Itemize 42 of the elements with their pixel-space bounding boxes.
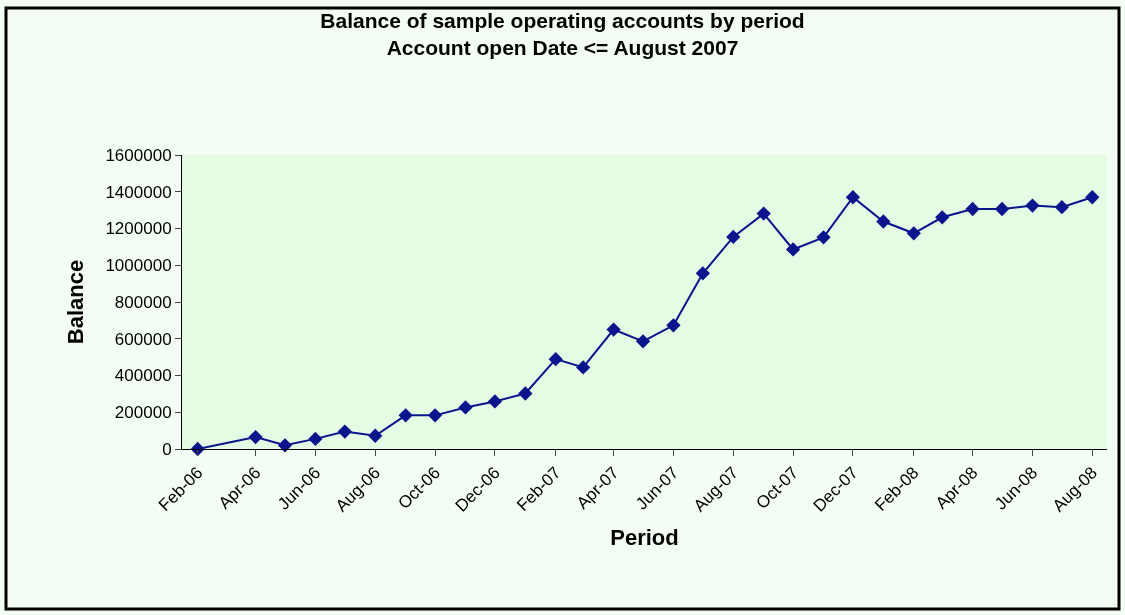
- point: [398, 408, 413, 423]
- y-tick-label: 200000: [114, 403, 172, 423]
- y-tick-label: 600000: [114, 329, 172, 349]
- point: [695, 266, 711, 281]
- point: [458, 400, 473, 415]
- point: [518, 386, 533, 401]
- chart-title: Balance of sample operating accounts by period: [320, 8, 805, 32]
- y-axis-title: Balance: [63, 259, 89, 345]
- y-tick-label: 800000: [114, 292, 172, 312]
- y-tick-label: 1200000: [105, 219, 172, 239]
- point: [994, 201, 1010, 217]
- point: [427, 408, 443, 423]
- point: [726, 229, 741, 245]
- point: [816, 230, 831, 245]
- y-tick-label: 1400000: [105, 182, 172, 202]
- point: [277, 438, 293, 453]
- point: [1054, 200, 1070, 215]
- y-tick-label: 1600000: [105, 145, 172, 165]
- point: [1025, 198, 1040, 213]
- point: [606, 322, 621, 337]
- y-tick-label: 400000: [114, 366, 172, 386]
- y-tick-label: 1000000: [105, 256, 172, 276]
- point: [368, 428, 383, 443]
- point: [548, 352, 563, 367]
- point: [308, 431, 323, 447]
- point: [337, 424, 352, 439]
- point: [487, 394, 503, 409]
- point: [876, 214, 891, 229]
- point: [666, 318, 681, 333]
- point: [635, 334, 651, 349]
- point: [1085, 190, 1100, 205]
- x-axis-title: Period: [610, 525, 679, 551]
- chart-subtitle: Account open Date <= August 2007: [386, 35, 739, 59]
- y-tick-label: 0: [162, 439, 172, 459]
- point: [576, 360, 591, 375]
- point: [906, 226, 921, 241]
- point: [248, 429, 263, 445]
- point: [935, 210, 950, 225]
- point: [756, 206, 771, 221]
- point: [965, 201, 980, 217]
- point: [785, 242, 801, 257]
- point: [845, 190, 861, 205]
